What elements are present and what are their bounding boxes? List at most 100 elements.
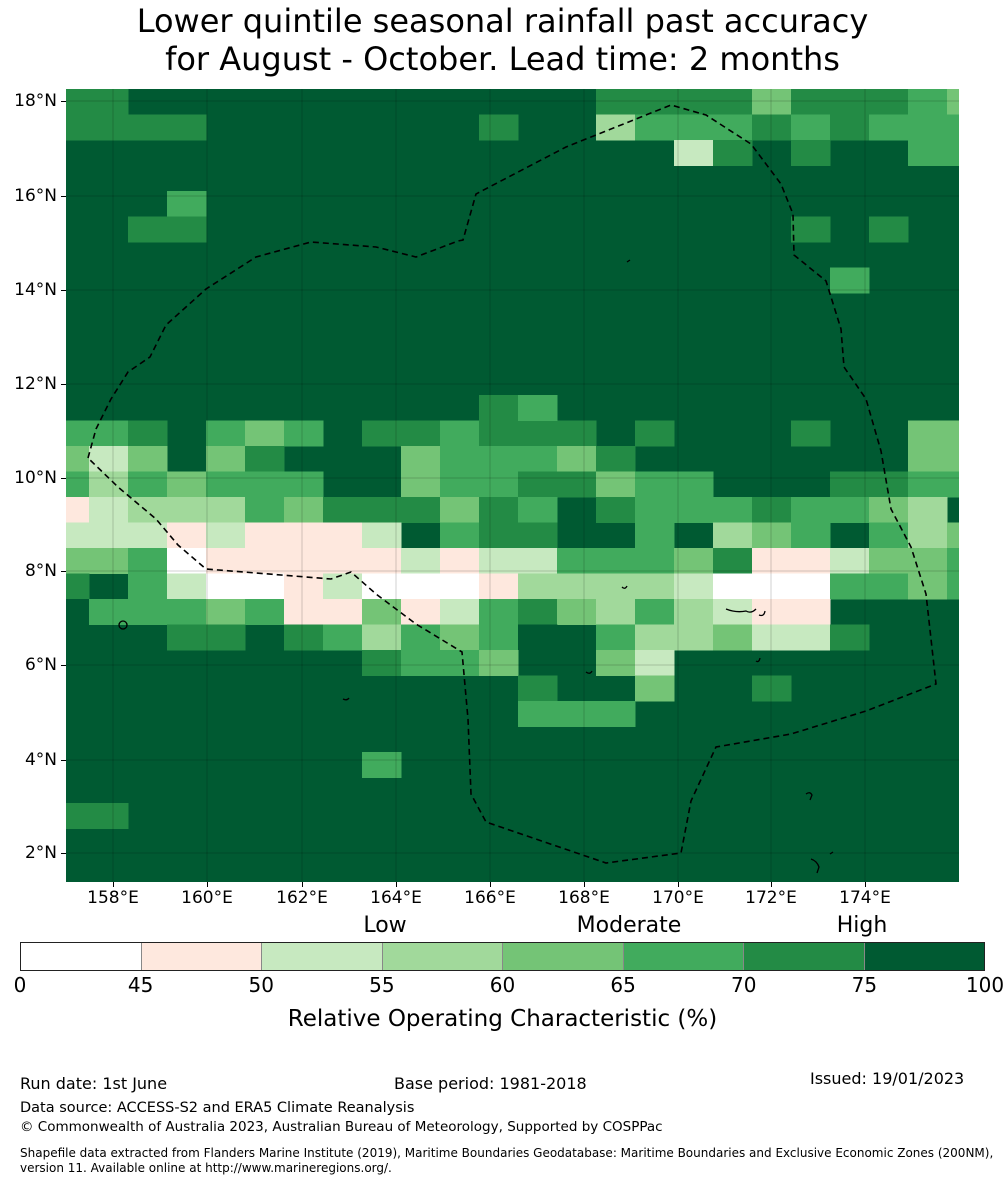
skill-cell: [401, 573, 441, 600]
skill-cell: [323, 599, 363, 625]
skill-cell: [245, 599, 285, 625]
skill-cell: [479, 650, 519, 676]
skill-cell: [284, 548, 324, 574]
skill-cell: [362, 522, 402, 549]
skill-cell: [440, 497, 480, 523]
longitude-tick: [113, 882, 114, 887]
skill-cell: [713, 89, 753, 115]
skill-cell: [713, 140, 753, 166]
longitude-tick: [678, 882, 679, 887]
longitude-tick: [396, 882, 397, 887]
skill-cell: [167, 471, 207, 498]
category-moderate: Moderate: [576, 913, 682, 938]
colorbar-segment: [503, 943, 624, 970]
skill-cell: [479, 114, 519, 141]
skill-cell: [869, 471, 909, 498]
skill-cell: [674, 140, 714, 166]
colorbar-label: Relative Operating Characteristic (%): [287, 1006, 718, 1032]
skill-cell: [752, 89, 792, 115]
skill-cell: [674, 624, 714, 651]
skill-cell: [713, 573, 753, 600]
skill-cell: [66, 471, 90, 498]
skill-cell: [791, 89, 831, 115]
issued-date: Issued: 19/01/2023: [810, 1069, 965, 1088]
colorbar-segment: [623, 943, 744, 970]
skill-cell: [908, 446, 948, 472]
skill-cell: [869, 497, 909, 523]
skill-cell: [947, 471, 959, 498]
skill-cell: [128, 114, 168, 141]
latitude-tick: [61, 384, 66, 385]
skill-cell: [89, 446, 129, 472]
skill-cell: [791, 114, 831, 141]
skill-cell: [830, 267, 870, 294]
skill-cell: [947, 140, 959, 166]
longitude-label: 164°E: [370, 888, 422, 908]
run-date: Run date: 1st June: [20, 1074, 168, 1093]
latitude-tick: [61, 101, 66, 102]
skill-cell: [752, 599, 792, 625]
latitude-label: 14°N: [14, 280, 57, 300]
colorbar-tick-label: 100: [965, 973, 1005, 997]
skill-cell: [479, 420, 519, 447]
skill-cell: [518, 701, 558, 727]
skill-cell: [479, 573, 519, 600]
skill-cell: [869, 522, 909, 549]
skill-cell: [596, 497, 636, 523]
skill-cell: [596, 114, 636, 141]
skill-cell: [713, 114, 753, 141]
longitude-tick: [207, 882, 208, 887]
longitude-label: 174°E: [839, 888, 891, 908]
skill-cell: [869, 548, 909, 574]
skill-cell: [440, 624, 480, 651]
skill-cell: [947, 446, 959, 472]
skill-cell: [66, 420, 90, 447]
island-outlines: [118, 259, 834, 874]
skill-cell: [401, 650, 441, 676]
skill-cell: [128, 420, 168, 447]
skill-cell: [752, 624, 792, 651]
skill-cell: [791, 420, 831, 447]
skill-cell: [66, 803, 90, 829]
skill-cell: [362, 752, 402, 778]
skill-cell: [323, 573, 363, 600]
skill-cell: [323, 548, 363, 574]
skill-cell: [284, 420, 324, 447]
copyright: © Commonwealth of Australia 2023, Austra…: [20, 1119, 663, 1135]
skill-cell: [635, 573, 675, 600]
skill-cell: [947, 522, 959, 549]
skill-cell: [557, 471, 597, 498]
skill-cell: [167, 191, 207, 217]
skill-cell: [66, 446, 90, 472]
skill-cell: [674, 114, 714, 141]
latitude-tick: [61, 478, 66, 479]
skill-cell: [440, 471, 480, 498]
skill-cell: [674, 89, 714, 115]
longitude-tick: [302, 882, 303, 887]
skill-cell: [89, 522, 129, 549]
colorbar-segment: [141, 943, 262, 970]
skill-cell: [66, 599, 90, 625]
skill-cell: [869, 216, 909, 243]
skill-cell: [908, 522, 948, 549]
skill-cell: [674, 573, 714, 600]
map-gridlines: [66, 89, 959, 882]
skill-cell: [167, 216, 207, 243]
skill-cell: [674, 497, 714, 523]
shapefile-credit: Shapefile data extracted from Flanders M…: [20, 1146, 1005, 1176]
latitude-label: 4°N: [24, 750, 57, 770]
skill-map[interactable]: [66, 89, 959, 882]
latitude-label: 6°N: [24, 655, 57, 675]
longitude-tick: [490, 882, 491, 887]
eez-boundary: [87, 104, 937, 864]
longitude-label: 168°E: [558, 888, 610, 908]
skill-cell: [635, 497, 675, 523]
skill-cell: [89, 471, 129, 498]
skill-cell: [518, 624, 558, 651]
skill-cell: [635, 420, 675, 447]
skill-cell: [635, 675, 675, 702]
skill-cell: [596, 89, 636, 115]
shapefile-credit-line-1: Shapefile data extracted from Flanders M…: [20, 1146, 994, 1160]
latitude-label: 16°N: [14, 186, 57, 206]
colorbar-tick-label: 55: [369, 973, 395, 997]
